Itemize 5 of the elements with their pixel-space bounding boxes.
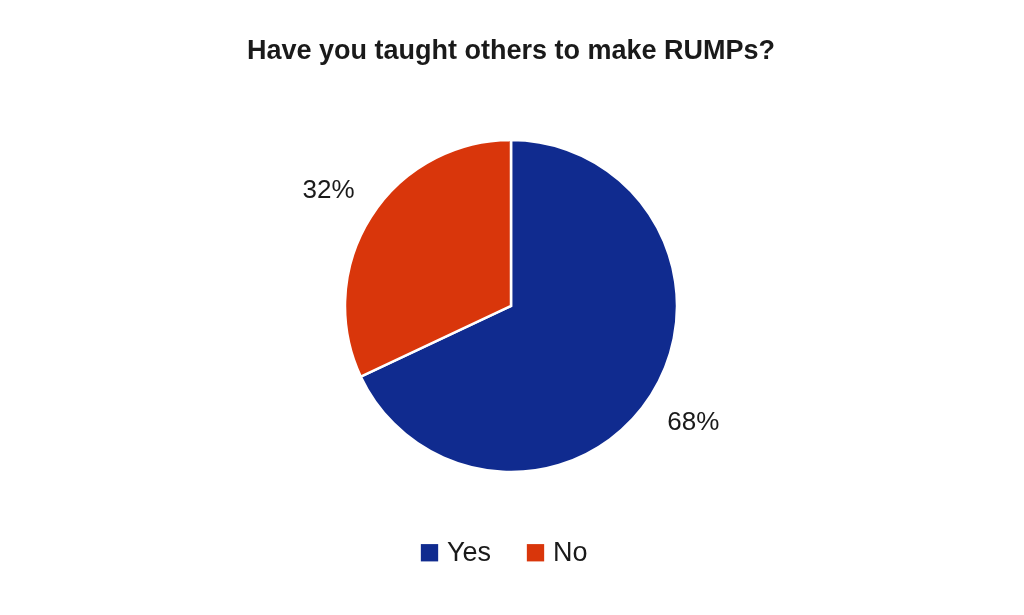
legend-label: No — [553, 536, 588, 567]
chart-title: Have you taught others to make RUMPs? — [246, 35, 776, 65]
data-label: 68% — [667, 405, 720, 436]
data-label: 32% — [302, 174, 355, 205]
legend-label: Yes — [447, 536, 492, 567]
